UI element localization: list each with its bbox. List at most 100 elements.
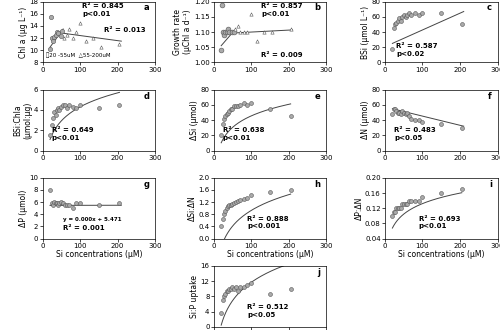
Point: [396, 112, 404, 117]
Point: [240, 101, 248, 106]
Text: j: j: [318, 268, 320, 277]
Point: [395, 110, 403, 115]
Point: [116, 42, 124, 47]
Point: [411, 117, 419, 123]
Text: R² = 0.483: R² = 0.483: [394, 127, 436, 133]
Point: [247, 192, 255, 197]
Point: [266, 106, 274, 111]
Point: [68, 35, 76, 41]
Point: [390, 106, 398, 111]
Point: [458, 22, 466, 27]
Text: R² = 0.001: R² = 0.001: [63, 225, 104, 231]
Text: p<0.02: p<0.02: [396, 51, 424, 57]
Point: [266, 189, 274, 194]
Point: [414, 117, 422, 123]
Point: [59, 102, 67, 108]
Y-axis label: ΔN (μmol): ΔN (μmol): [362, 101, 370, 139]
Point: [286, 26, 294, 32]
Point: [219, 29, 227, 35]
Point: [60, 35, 68, 41]
Point: [72, 105, 80, 111]
Point: [220, 116, 228, 121]
Point: [48, 201, 56, 206]
Point: [50, 34, 58, 40]
Point: [54, 203, 62, 208]
Point: [219, 297, 227, 303]
Point: [217, 48, 225, 53]
Point: [230, 286, 238, 291]
Point: [220, 32, 228, 38]
Point: [234, 198, 242, 203]
Point: [59, 201, 67, 206]
Point: [116, 102, 124, 108]
Point: [406, 114, 413, 119]
Y-axis label: ΔSi:ΔN: ΔSi:ΔN: [188, 195, 197, 221]
Point: [58, 28, 66, 33]
Text: e: e: [315, 91, 320, 101]
Point: [230, 200, 238, 205]
Point: [253, 39, 261, 44]
Text: f: f: [488, 91, 492, 101]
Point: [53, 201, 61, 206]
Point: [232, 284, 240, 289]
Point: [247, 280, 255, 286]
Point: [63, 32, 71, 38]
Text: R² = 0.693: R² = 0.693: [418, 215, 460, 221]
Point: [58, 200, 66, 205]
Point: [56, 107, 64, 113]
Point: [65, 102, 73, 108]
Point: [458, 125, 466, 130]
Point: [392, 108, 400, 114]
Point: [226, 286, 234, 291]
Point: [224, 110, 232, 115]
Text: p<0.001: p<0.001: [248, 223, 280, 229]
Point: [52, 113, 60, 118]
Point: [68, 206, 76, 211]
Point: [116, 201, 124, 206]
Text: y = 0.000x + 5.471: y = 0.000x + 5.471: [63, 217, 122, 222]
Text: b: b: [314, 4, 320, 13]
Point: [286, 187, 294, 193]
Point: [388, 112, 396, 117]
Point: [226, 108, 234, 114]
Point: [221, 114, 229, 119]
Point: [414, 12, 422, 17]
Point: [226, 203, 234, 208]
Point: [260, 29, 268, 35]
Point: [56, 201, 64, 206]
Point: [414, 198, 422, 203]
Point: [407, 116, 415, 121]
Point: [236, 284, 244, 289]
Point: [221, 292, 229, 297]
Point: [402, 14, 409, 19]
Point: [388, 46, 396, 51]
Text: c: c: [487, 4, 492, 13]
Point: [61, 102, 69, 108]
Y-axis label: ΔP:ΔN: ΔP:ΔN: [354, 197, 364, 220]
Point: [236, 29, 244, 35]
Point: [217, 311, 225, 316]
Point: [390, 209, 398, 214]
Point: [398, 108, 406, 114]
Point: [236, 197, 244, 202]
Point: [392, 206, 400, 211]
Point: [394, 110, 402, 115]
Point: [96, 45, 104, 50]
Point: [395, 16, 403, 21]
Point: [240, 196, 248, 202]
Point: [232, 26, 239, 32]
Point: [63, 105, 71, 111]
Point: [89, 35, 97, 41]
Point: [244, 29, 252, 35]
Y-axis label: BSi:Chla
(μmol:μg): BSi:Chla (μmol:μg): [13, 101, 32, 139]
Point: [224, 288, 232, 293]
Point: [437, 121, 445, 127]
Text: R² = 0.638: R² = 0.638: [222, 127, 264, 133]
Point: [221, 29, 229, 35]
Point: [219, 121, 227, 127]
Point: [219, 216, 227, 221]
Point: [398, 14, 406, 19]
Point: [76, 20, 84, 25]
Point: [402, 202, 409, 207]
Point: [400, 110, 407, 115]
